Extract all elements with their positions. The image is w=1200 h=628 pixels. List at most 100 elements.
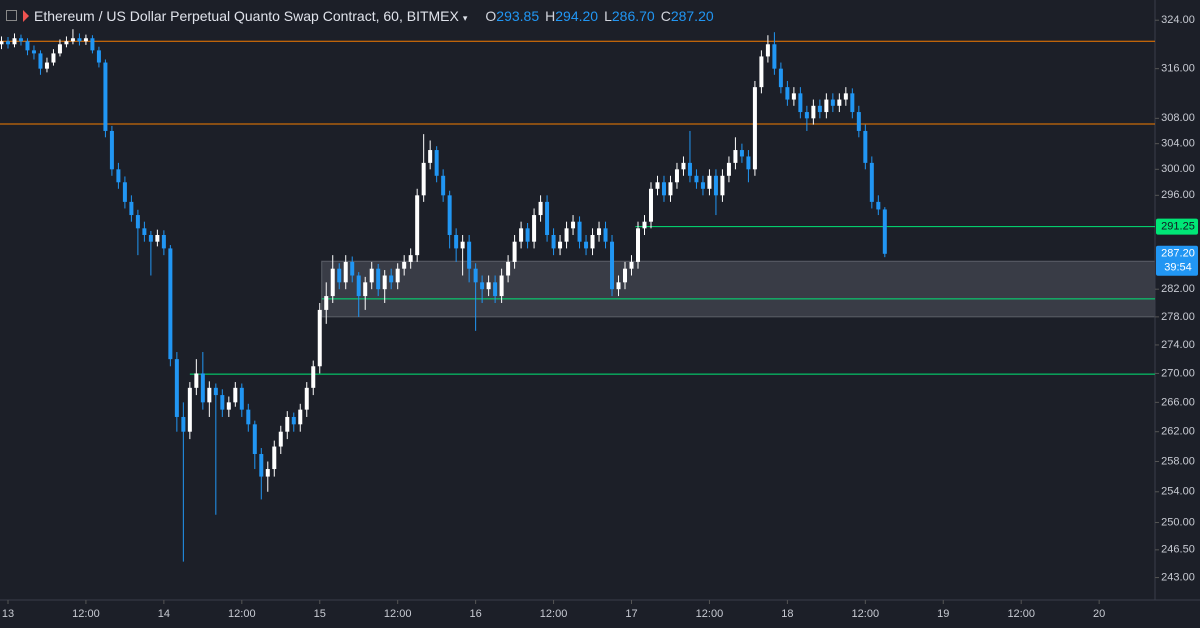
x-tick-label: 19 xyxy=(937,608,949,620)
candle-body xyxy=(31,50,36,54)
chart-title[interactable]: Ethereum / US Dollar Perpetual Quanto Sw… xyxy=(34,8,459,24)
candle-body xyxy=(252,424,257,455)
candle-body xyxy=(856,112,861,131)
collapse-icon[interactable] xyxy=(6,10,17,21)
ohlc-key: L xyxy=(604,8,612,24)
candle-body xyxy=(77,38,82,42)
candle-body xyxy=(382,275,387,290)
ohlc-key: O xyxy=(485,8,497,24)
candle-body xyxy=(70,38,75,42)
candle-body xyxy=(12,38,17,45)
candle-body xyxy=(187,387,192,432)
candle-body xyxy=(447,195,452,235)
candle-body xyxy=(525,228,530,242)
candle-body xyxy=(473,268,478,283)
candle-body xyxy=(460,241,465,249)
candle-body xyxy=(597,228,602,235)
candle-body xyxy=(324,296,329,310)
candle-body xyxy=(200,373,205,403)
candle-body xyxy=(506,261,511,276)
candle-body xyxy=(720,175,725,196)
candle-body xyxy=(778,68,783,88)
candle-body xyxy=(103,62,108,131)
candle-body xyxy=(64,41,69,45)
candle-body xyxy=(850,93,855,113)
candle-body xyxy=(824,99,829,113)
candle-body xyxy=(265,469,270,477)
candle-body xyxy=(538,201,543,216)
candle-body xyxy=(876,201,881,210)
y-tick-label: 300.00 xyxy=(1161,163,1195,175)
candle-body xyxy=(57,44,62,54)
candle-body xyxy=(142,228,147,235)
candle-body xyxy=(135,215,140,229)
candle-body xyxy=(467,241,472,269)
candle-body xyxy=(304,387,309,410)
x-tick-label: 15 xyxy=(314,608,326,620)
y-tick-label: 274.00 xyxy=(1161,339,1195,351)
candle-body xyxy=(291,416,296,425)
candle-body xyxy=(155,234,160,242)
candle-body xyxy=(791,93,796,100)
dropdown[interactable]: ▾ xyxy=(462,13,468,23)
candle-body xyxy=(441,175,446,196)
level-tag xyxy=(1156,218,1198,235)
ohlc-value: 287.20 xyxy=(670,8,714,24)
candle-body xyxy=(389,275,394,283)
candle-body xyxy=(0,41,4,45)
candle-body xyxy=(804,112,809,119)
zone xyxy=(321,260,1156,318)
candle-body xyxy=(700,182,705,189)
candle-body xyxy=(765,44,770,57)
candle-body xyxy=(194,373,199,388)
candle-body xyxy=(746,156,751,170)
price-tag xyxy=(1156,245,1198,276)
candle-body xyxy=(694,175,699,183)
candle-body xyxy=(759,56,764,88)
price-timer: 39:54 xyxy=(1164,262,1192,274)
y-tick-label: 250.00 xyxy=(1161,516,1195,528)
x-tick-label: 12:00 xyxy=(1007,608,1035,620)
candle-body xyxy=(350,261,355,276)
candle-body xyxy=(122,182,127,202)
candle-body xyxy=(785,87,790,100)
candle-body xyxy=(811,105,816,119)
symbol-icon xyxy=(23,10,29,22)
candle-body xyxy=(278,431,283,447)
candle-body xyxy=(610,241,615,290)
candle-body xyxy=(577,221,582,242)
candle-body xyxy=(590,234,595,249)
candle-body xyxy=(161,234,166,249)
candle-body xyxy=(168,248,173,360)
candle-body xyxy=(817,105,822,113)
candle-body xyxy=(343,261,348,283)
candle-body xyxy=(96,50,101,63)
y-tick-label: 243.00 xyxy=(1161,571,1195,583)
ohlc-key: H xyxy=(545,8,556,24)
x-tick-label: 12:00 xyxy=(696,608,724,620)
candle-body xyxy=(655,182,660,189)
candle-body xyxy=(869,162,874,202)
candle-body xyxy=(207,387,212,403)
candle-body xyxy=(532,215,537,242)
candle-body xyxy=(38,53,43,69)
candle-body xyxy=(739,150,744,157)
price-tag-label: 287.20 xyxy=(1161,248,1195,260)
candle-body xyxy=(733,150,738,163)
candle-body xyxy=(636,228,641,262)
candle-body xyxy=(213,387,218,396)
candle-body xyxy=(311,366,316,388)
x-tick-label: 18 xyxy=(781,608,793,620)
ohlc-value: 294.20 xyxy=(555,8,599,24)
candle-body xyxy=(882,209,887,254)
candle-body xyxy=(772,44,777,69)
candle-body xyxy=(493,282,498,297)
y-tick-label: 254.00 xyxy=(1161,486,1195,498)
candle-body xyxy=(5,41,10,45)
candle-body xyxy=(434,150,439,176)
candle-body xyxy=(863,130,868,163)
candle-body xyxy=(421,162,426,196)
y-tick-label: 282.00 xyxy=(1161,283,1195,295)
candle-body xyxy=(363,282,368,297)
candle-body xyxy=(681,162,686,170)
